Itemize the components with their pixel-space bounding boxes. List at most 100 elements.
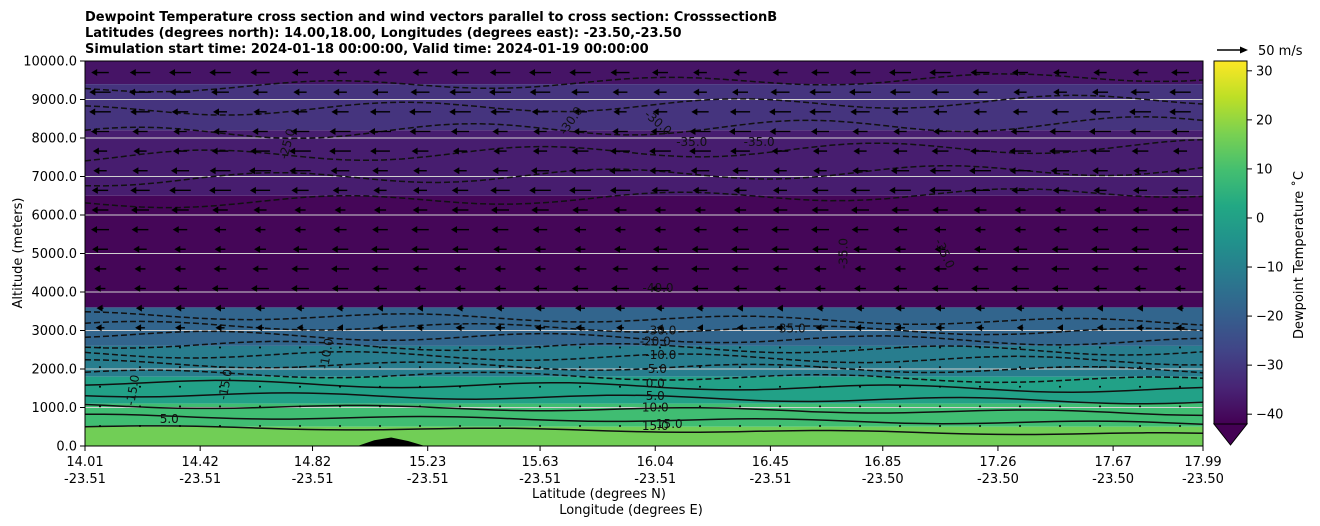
wind-arrowhead: [1171, 69, 1178, 77]
wind-arrow-small: [699, 424, 701, 427]
wind-arrowhead: [850, 186, 857, 194]
wind-arrowhead: [534, 245, 541, 253]
wind-arrowhead: [616, 324, 623, 332]
colorbar: 30 20 10 0 −10 −20 −30 −40 Dewpoint Temperature…: [1212, 60, 1307, 446]
x-tick-label-lon: -23.51: [64, 472, 106, 487]
wind-arrowhead: [614, 245, 621, 253]
wind-arrowhead: [173, 127, 180, 135]
wind-arrow-small: [539, 366, 541, 369]
wind-arrowhead: [416, 304, 423, 312]
wind-arrow-small: [339, 366, 341, 369]
wind-arrow-small: [819, 346, 821, 349]
wind-arrowhead: [175, 304, 182, 312]
wind-arrowhead: [489, 88, 496, 96]
contour-label: -20.0: [640, 334, 671, 348]
contour-line: [85, 379, 1203, 393]
x-tick-label-lon: -23.50: [1182, 472, 1224, 487]
wind-arrow-small: [459, 424, 461, 427]
x-tick-label-lon: -23.51: [179, 472, 221, 487]
wind-arrowhead: [973, 206, 980, 214]
wind-arrowhead: [733, 285, 740, 293]
wind-arrow-small: [1019, 424, 1021, 427]
wind-arrowhead: [171, 206, 178, 214]
wind-arrowhead: [213, 127, 220, 135]
wind-arrowhead: [693, 88, 700, 96]
wind-arrowhead: [690, 167, 697, 175]
wind-arrowhead: [1172, 147, 1179, 155]
contour-label: 0.0: [646, 377, 665, 391]
x-axis: 14.01 -23.51 14.42 -23.51 14.82 -23.51 15.23 -2…: [64, 446, 1224, 487]
wind-arrowhead: [250, 69, 257, 77]
contour-label: -10.0: [317, 337, 336, 370]
wind-arrow-small: [419, 424, 421, 427]
wind-arrowhead: [573, 226, 580, 234]
dewpoint-layer: [85, 84, 1203, 131]
wind-arrowhead: [256, 324, 263, 332]
wind-arrow-small: [219, 405, 221, 408]
wind-arrowhead: [172, 147, 179, 155]
wind-arrowhead: [569, 167, 576, 175]
x-tick-label-lat: 14.82: [294, 455, 331, 470]
wind-arrowhead: [894, 245, 901, 253]
wind-arrow-small: [659, 385, 661, 388]
contour-label: -15.0: [123, 374, 142, 407]
wind-arrowhead: [451, 206, 458, 214]
wind-arrowhead: [1096, 324, 1103, 332]
wind-arrowhead: [769, 108, 776, 116]
wind-arrowhead: [91, 226, 98, 234]
wind-arrow-small: [259, 366, 261, 369]
wind-arrow-small: [979, 385, 981, 388]
wind-arrowhead: [1014, 226, 1021, 234]
wind-arrowhead: [812, 245, 819, 253]
wind-arrowhead: [892, 226, 899, 234]
wind-arrow-small: [99, 346, 101, 349]
contour-label: -35.0: [676, 135, 707, 149]
wind-arrowhead: [291, 186, 298, 194]
wind-arrowhead: [294, 206, 301, 214]
wind-arrow-small: [779, 424, 781, 427]
wind-arrowhead: [1131, 147, 1138, 155]
wind-arrowhead: [569, 69, 576, 77]
wind-arrowhead: [289, 167, 296, 175]
quiver-key-label: 50 m/s: [1258, 44, 1303, 59]
contour-label: -35.0: [836, 238, 850, 269]
x-tick-label-lat: 16.85: [864, 455, 901, 470]
wind-arrow-small: [339, 385, 341, 388]
wind-arrowhead: [174, 245, 181, 253]
wind-arrow-small: [1019, 346, 1021, 349]
wind-arrowhead: [209, 167, 216, 175]
wind-arrowhead: [1093, 206, 1100, 214]
wind-arrowhead: [891, 108, 898, 116]
wind-arrow-small: [219, 385, 221, 388]
wind-arrow-small: [699, 346, 701, 349]
wind-arrowhead: [849, 88, 856, 96]
plot-area: -25.0-30.0 -30.0-35.0 -35.0-35.0 -35.0-40.0…: [84, 60, 1204, 447]
wind-arrowhead: [131, 226, 138, 234]
wind-arrowhead: [133, 245, 140, 253]
wind-arrowhead: [296, 324, 303, 332]
y-tick-label: 1000.0: [32, 401, 78, 416]
wind-arrowhead: [212, 206, 219, 214]
wind-arrow-small: [579, 346, 581, 349]
wind-arrowhead: [490, 108, 497, 116]
wind-arrowhead: [411, 245, 418, 253]
wind-arrowhead: [254, 245, 261, 253]
wind-arrowhead: [215, 324, 222, 332]
wind-arrowhead: [894, 265, 901, 273]
wind-arrow-small: [819, 366, 821, 369]
wind-arrowhead: [91, 69, 98, 77]
wind-arrow-small: [139, 346, 141, 349]
wind-arrowhead: [933, 127, 940, 135]
wind-arrowhead: [1049, 127, 1056, 135]
wind-arrowhead: [933, 108, 940, 116]
wind-arrowhead: [90, 127, 97, 135]
wind-arrowhead: [1012, 108, 1019, 116]
wind-arrow-small: [1059, 424, 1061, 427]
wind-arrowhead: [773, 167, 780, 175]
wind-arrowhead: [169, 69, 176, 77]
wind-arrowhead: [814, 285, 821, 293]
wind-arrowhead: [929, 186, 936, 194]
x-tick-label-lat: 17.99: [1184, 455, 1221, 470]
y-tick-label: 9000.0: [32, 93, 78, 108]
wind-arrowhead: [170, 167, 177, 175]
